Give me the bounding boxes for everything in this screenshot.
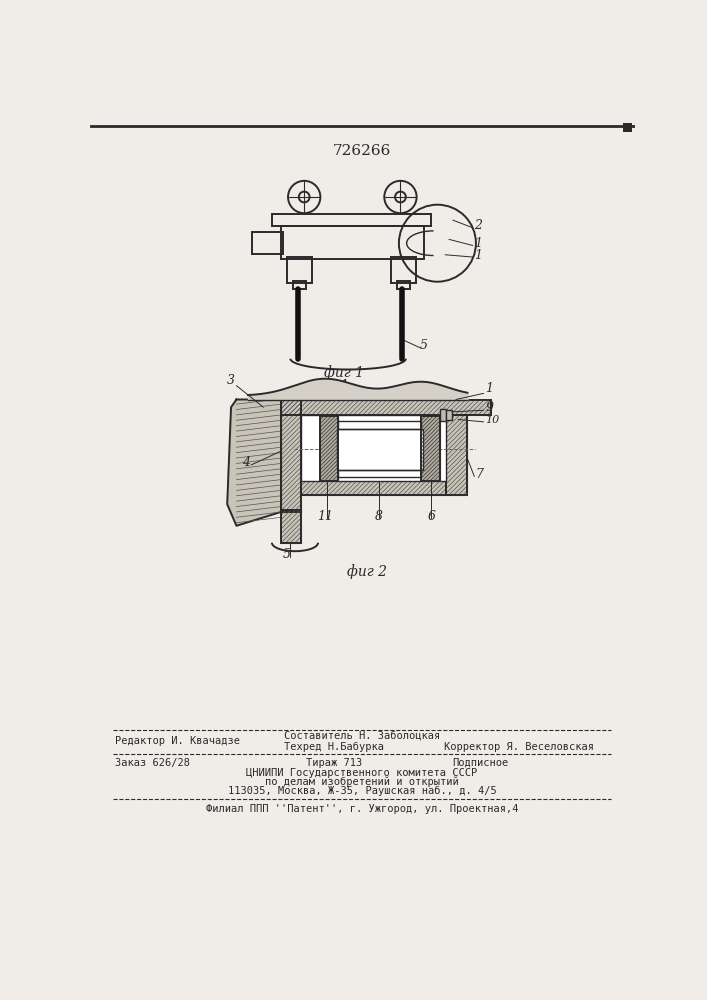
Text: 113035, Москва, Ж-35, Раушская наб., д. 4/5: 113035, Москва, Ж-35, Раушская наб., д. … — [228, 786, 496, 796]
Bar — [293, 281, 305, 289]
Text: Составитель Н. Заболоцкая: Составитель Н. Заболоцкая — [284, 730, 440, 740]
Text: 3: 3 — [227, 374, 235, 387]
Text: 1: 1 — [339, 379, 349, 396]
Bar — [397, 281, 409, 289]
Text: 7: 7 — [475, 468, 483, 481]
Bar — [421, 416, 440, 481]
Text: 11: 11 — [317, 510, 333, 523]
Text: 6: 6 — [427, 510, 436, 523]
Text: Техред Н.Бабурка: Техред Н.Бабурка — [284, 742, 384, 752]
Text: 1: 1 — [474, 237, 482, 250]
Bar — [272, 214, 431, 226]
Bar — [281, 400, 301, 512]
Bar — [252, 232, 283, 254]
Bar — [623, 123, 632, 132]
Text: 9: 9 — [485, 401, 493, 414]
Text: ЦНИИПИ Государственного комитета СССР: ЦНИИПИ Государственного комитета СССР — [246, 768, 477, 778]
Bar — [446, 415, 467, 495]
Text: 1: 1 — [485, 382, 493, 395]
Text: по делам изобретений и открытий: по делам изобретений и открытий — [265, 777, 459, 787]
Bar — [287, 257, 312, 283]
Text: Заказ 626/28: Заказ 626/28 — [115, 758, 189, 768]
Text: 2: 2 — [474, 219, 482, 232]
Polygon shape — [281, 400, 301, 512]
Text: 5: 5 — [283, 548, 291, 561]
Bar — [446, 410, 452, 420]
Bar — [320, 416, 338, 481]
Text: 8: 8 — [375, 510, 383, 523]
Polygon shape — [227, 400, 281, 526]
Bar — [281, 226, 423, 259]
Bar — [440, 409, 446, 421]
Bar — [391, 257, 416, 283]
Text: Подписное: Подписное — [452, 758, 508, 768]
Text: 10: 10 — [485, 415, 499, 425]
Text: фиг 2: фиг 2 — [347, 565, 387, 579]
Bar — [337, 429, 423, 470]
Text: 1: 1 — [474, 249, 482, 262]
Text: Корректор Я. Веселовская: Корректор Я. Веселовская — [444, 742, 595, 752]
Text: 726266: 726266 — [333, 144, 391, 158]
Text: Филиал ППП ''Патент'', г. Ужгород, ул. Проектная,4: Филиал ППП ''Патент'', г. Ужгород, ул. П… — [206, 804, 518, 814]
Text: фиг 1: фиг 1 — [325, 365, 364, 380]
Bar — [281, 400, 491, 415]
Bar — [301, 415, 446, 481]
Text: Тираж 713: Тираж 713 — [305, 758, 362, 768]
Text: 4: 4 — [242, 456, 250, 470]
Bar — [301, 481, 446, 495]
Bar — [338, 421, 421, 477]
Text: Редактор И. Квачадзе: Редактор И. Квачадзе — [115, 736, 240, 746]
Bar — [281, 510, 301, 543]
Text: 5: 5 — [420, 339, 428, 352]
